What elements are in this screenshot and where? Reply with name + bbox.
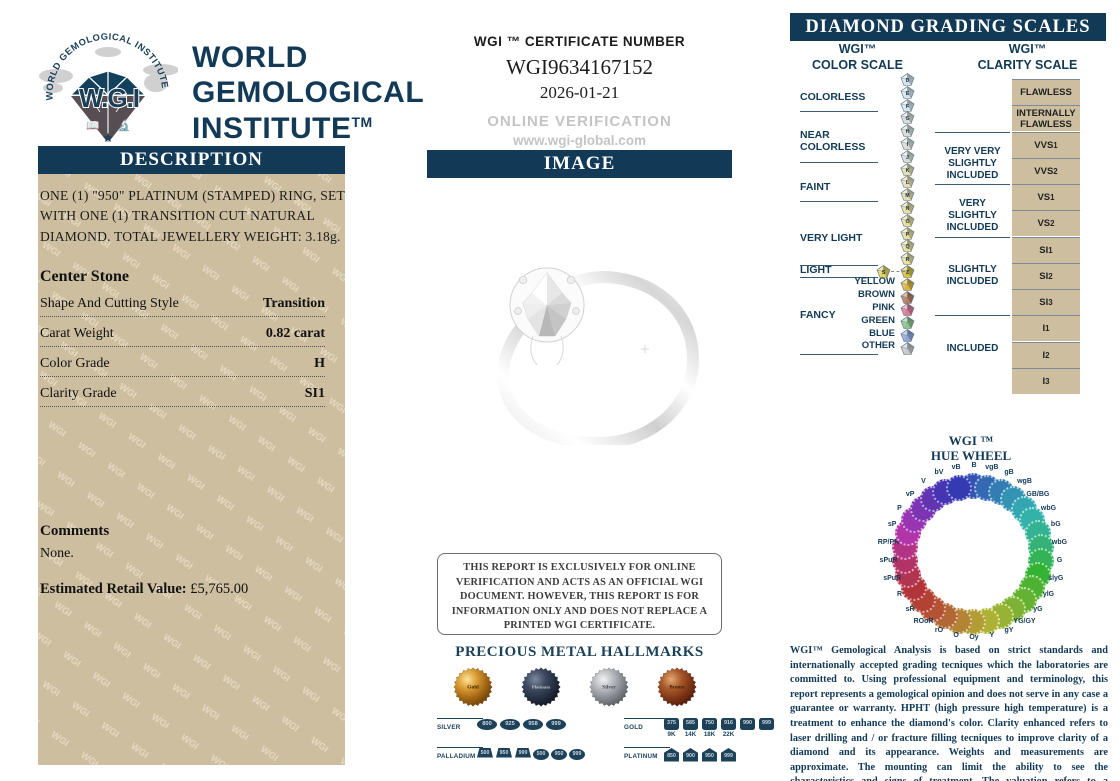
svg-text:G: G [905, 116, 909, 122]
svg-text:Platinum: Platinum [532, 685, 550, 690]
svg-text:Silver: Silver [602, 685, 616, 691]
svg-text:D: D [906, 78, 910, 84]
svg-text:Gold: Gold [467, 685, 479, 691]
svg-text:O: O [905, 219, 909, 225]
svg-text:★: ★ [102, 130, 114, 145]
svg-text:W.G.I: W.G.I [79, 83, 139, 113]
svg-text:R: R [906, 257, 910, 263]
svg-text:Bronze: Bronze [669, 685, 685, 691]
svg-text:🔬: 🔬 [117, 118, 131, 132]
svg-text:📖: 📖 [86, 120, 100, 132]
svg-text:N: N [906, 206, 910, 212]
svg-text:K: K [906, 168, 910, 174]
svg-text:E: E [906, 91, 910, 97]
svg-text:H: H [906, 129, 910, 135]
svg-text:S: S [882, 270, 886, 276]
svg-text:Q: Q [905, 244, 909, 250]
svg-text:M: M [905, 193, 910, 199]
svg-text:J: J [906, 155, 909, 161]
svg-text:P: P [906, 232, 910, 238]
